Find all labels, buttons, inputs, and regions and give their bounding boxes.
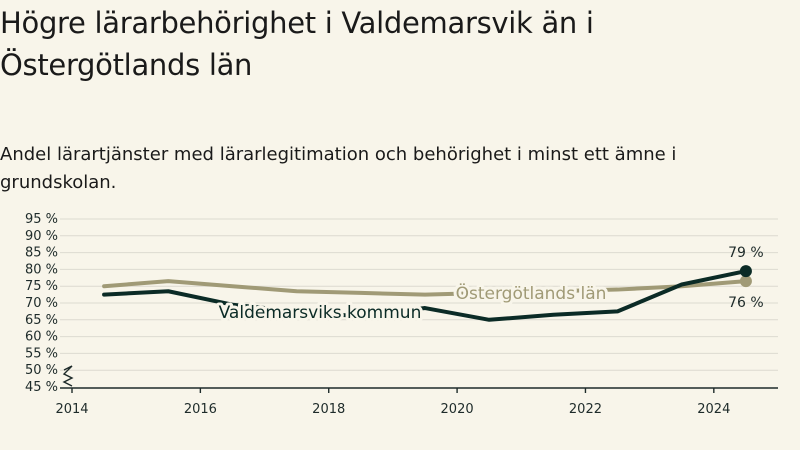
- y-tick-label: 65 %: [25, 313, 58, 328]
- series-label-ostergotland: Östergötlands län: [453, 279, 610, 307]
- y-tick-label: 80 %: [25, 262, 58, 277]
- x-tick-label: 2022: [569, 402, 602, 417]
- y-tick-label: 55 %: [25, 346, 58, 361]
- y-tick-label: 60 %: [25, 330, 58, 345]
- x-axis: 2014 2016 2018 2020 2022 2024: [55, 387, 778, 417]
- x-tick-label: 2014: [55, 402, 88, 417]
- y-tick-label: 50 %: [25, 363, 58, 378]
- series-line-ostergotland: [102, 279, 748, 297]
- x-tick-label: 2016: [184, 402, 217, 417]
- y-tick-label: 85 %: [25, 246, 58, 261]
- series-label-valdemarsvik-text: Valdemarsviks kommun: [219, 303, 422, 323]
- y-tick-label: 90 %: [25, 229, 58, 244]
- chart-subtitle: Andel lärartjänster med lärarlegitimatio…: [0, 144, 677, 193]
- y-tick-label: 75 %: [25, 279, 58, 294]
- series-label-ostergotland-text: Östergötlands län: [456, 282, 607, 304]
- series-lines: [102, 265, 752, 322]
- series-label-valdemarsvik: Valdemarsviks kommun: [216, 300, 425, 326]
- end-value-ostergotland: 76 %: [728, 295, 764, 311]
- end-point-ostergotland: [739, 275, 752, 288]
- y-tick-label: 45 %: [25, 380, 58, 395]
- y-tick-label: 70 %: [25, 296, 58, 311]
- axis-break-icon: [62, 365, 74, 387]
- series-labels: Valdemarsviks kommun Östergötlands län 79 …: [216, 245, 764, 326]
- series-line-valdemarsvik: [102, 269, 748, 322]
- y-axis-tick-labels: 95 % 90 % 85 %80 % 75 % 70 % 65 % 60 %55 % 50 %…: [25, 212, 58, 395]
- page-title: Högre lärarbehörighet i Valdemarsvik än …: [0, 6, 594, 82]
- grid-lines: [60, 218, 778, 387]
- end-point-valdemarsvik: [739, 265, 752, 278]
- x-tick-label: 2020: [441, 402, 474, 417]
- x-tick-label: 2024: [697, 402, 730, 417]
- y-tick-label: 95 %: [25, 212, 58, 227]
- x-tick-label: 2018: [312, 402, 345, 417]
- end-value-valdemarsvik: 79 %: [728, 245, 764, 261]
